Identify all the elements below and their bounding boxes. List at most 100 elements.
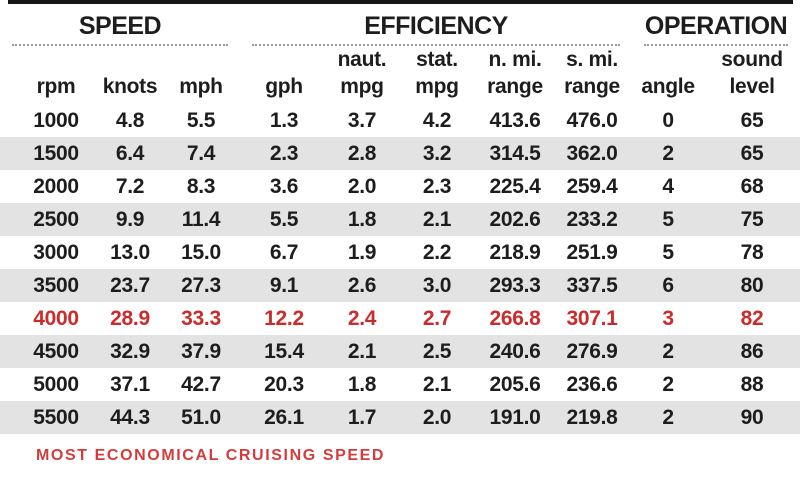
cell-sound-level: 65 [740,141,764,165]
col-header-naut-mpg: mpg [340,75,384,98]
cell-stat-mpg: 2.1 [422,372,452,396]
cell-knots: 37.1 [110,372,150,396]
cell-nmi-range: 314.5 [489,141,541,165]
cell-mph: 8.3 [186,174,216,198]
table-row: 1000 4.8 5.5 1.3 3.7 4.2 413.6 476.0 0 65 [0,104,800,137]
cell-naut-mpg: 2.6 [347,273,377,297]
cell-stat-mpg: 2.1 [422,207,452,231]
cell-rpm: 4000 [33,306,79,330]
col-top-rpm [0,46,98,70]
cell-rpm: 5500 [33,405,79,429]
cell-rpm: 4500 [33,339,79,363]
cell-smi-range: 219.8 [566,405,618,429]
group-label-efficiency: EFFICIENCY [364,12,508,40]
cell-nmi-range: 191.0 [489,405,541,429]
table-row-highlight: 4000 28.9 33.3 12.2 2.4 2.7 266.8 307.1 3 82 [0,302,800,335]
group-header-speed: SPEED [0,4,240,46]
cell-nmi-range: 266.8 [489,306,541,330]
cell-rpm: 2500 [33,207,79,231]
cell-smi-range: 276.9 [566,339,618,363]
cell-angle: 5 [662,240,674,264]
col-header-angle: angle [641,75,695,98]
cell-knots: 4.8 [115,108,145,132]
col-header-gph: gph [265,75,303,98]
cell-knots: 23.7 [110,273,150,297]
cell-nmi-range: 218.9 [489,240,541,264]
cell-gph: 12.2 [264,306,304,330]
table-row: 3000 13.0 15.0 6.7 1.9 2.2 218.9 251.9 5 78 [0,236,800,269]
cell-sound-level: 75 [740,207,764,231]
table-top-rule [8,0,793,4]
cell-gph: 6.7 [269,240,299,264]
col-top-mph [162,46,240,70]
table-row: 2000 7.2 8.3 3.6 2.0 2.3 225.4 259.4 4 68 [0,170,800,203]
table-row: 5000 37.1 42.7 20.3 1.8 2.1 205.6 236.6 2 88 [0,368,800,401]
col-top-gph [240,46,328,70]
cell-rpm: 5000 [33,372,79,396]
group-label-operation: OPERATION [644,12,788,40]
cell-mph: 27.3 [181,273,221,297]
cell-nmi-range: 413.6 [489,108,541,132]
cell-gph: 5.5 [269,207,299,231]
cell-mph: 51.0 [181,405,221,429]
cell-angle: 0 [662,108,674,132]
cell-smi-range: 236.6 [566,372,618,396]
cell-mph: 42.7 [181,372,221,396]
table-body: 1000 4.8 5.5 1.3 3.7 4.2 413.6 476.0 0 65 1500 6.4 7… [0,104,800,434]
cell-sound-level: 82 [740,306,764,330]
cell-smi-range: 307.1 [566,306,618,330]
cell-stat-mpg: 2.2 [422,240,452,264]
cell-angle: 3 [662,306,674,330]
cell-naut-mpg: 1.7 [347,405,377,429]
cell-angle: 2 [662,372,674,396]
cell-sound-level: 88 [740,372,764,396]
table-row: 3500 23.7 27.3 9.1 2.6 3.0 293.3 337.5 6 80 [0,269,800,302]
cell-rpm: 3000 [33,240,79,264]
cell-gph: 2.3 [269,141,299,165]
table-row: 2500 9.9 11.4 5.5 1.8 2.1 202.6 233.2 5 75 [0,203,800,236]
cell-naut-mpg: 2.4 [347,306,377,330]
col-header-smi-range: range [564,75,620,98]
cell-nmi-range: 240.6 [489,339,541,363]
col-top-angle [632,46,704,70]
cell-naut-mpg: 3.7 [347,108,377,132]
col-top-knots [98,46,162,70]
cell-knots: 7.2 [115,174,145,198]
cell-naut-mpg: 2.0 [347,174,377,198]
col-header-stat-mpg: mpg [415,75,459,98]
table-header: SPEED EFFICIENCY OPERATION naut. stat. n… [0,4,800,104]
group-header-operation: OPERATION [632,4,800,46]
cell-mph: 7.4 [186,141,216,165]
cell-stat-mpg: 2.3 [422,174,452,198]
cell-angle: 2 [662,339,674,363]
cell-knots: 44.3 [110,405,150,429]
col-header-sound-level: level [729,75,775,98]
cell-sound-level: 80 [740,273,764,297]
cell-smi-range: 233.2 [566,207,618,231]
cell-mph: 11.4 [181,207,221,231]
cell-sound-level: 90 [740,405,764,429]
cell-naut-mpg: 1.8 [347,207,377,231]
cell-smi-range: 362.0 [566,141,618,165]
cell-nmi-range: 293.3 [489,273,541,297]
cell-naut-mpg: 2.1 [347,339,377,363]
cell-rpm: 1000 [33,108,79,132]
cell-stat-mpg: 2.0 [422,405,452,429]
cell-smi-range: 476.0 [566,108,618,132]
group-header-row: SPEED EFFICIENCY OPERATION [0,4,800,46]
cell-mph: 33.3 [181,306,221,330]
cell-mph: 37.9 [181,339,221,363]
cell-nmi-range: 205.6 [489,372,541,396]
col-header-mph: mph [179,75,223,98]
subheader-bottom-row: rpm knots mph gph mpg mpg range range an… [0,70,800,104]
cell-sound-level: 86 [740,339,764,363]
cell-smi-range: 251.9 [566,240,618,264]
col-top-stat-mpg: stat. [416,48,458,71]
col-top-naut-mpg: naut. [337,48,387,71]
cell-gph: 3.6 [269,174,299,198]
col-header-knots: knots [102,75,158,98]
cell-angle: 6 [662,273,674,297]
cell-sound-level: 78 [740,240,764,264]
cell-gph: 9.1 [269,273,299,297]
col-top-smi-range: s. mi. [566,48,618,71]
